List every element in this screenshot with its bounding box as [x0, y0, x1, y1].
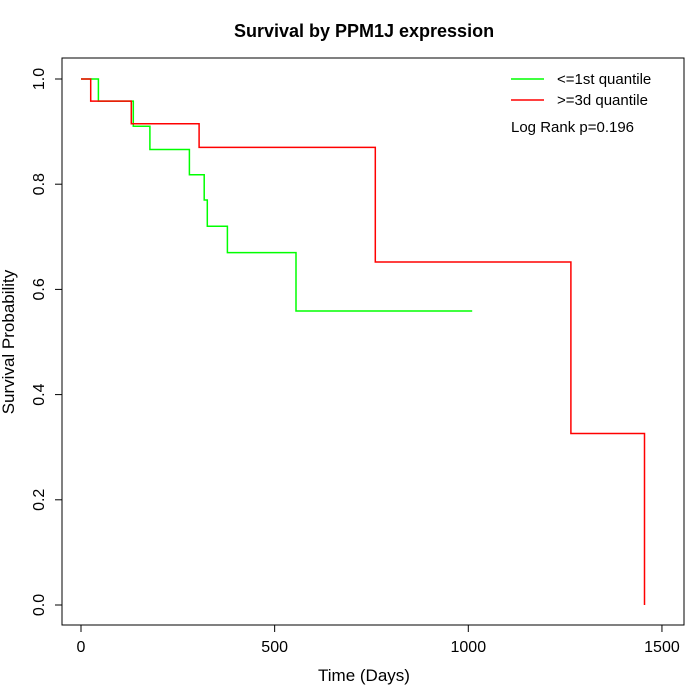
y-tick-label: 0.4: [31, 383, 48, 405]
y-tick-label: 0.8: [31, 173, 48, 195]
y-tick-label: 0.2: [31, 489, 48, 511]
y-axis: 0.0 0.2 0.4 0.6 0.8 1.0: [31, 68, 63, 616]
x-axis-label: Time (Days): [318, 666, 410, 685]
y-axis-label: Survival Probability: [0, 269, 18, 414]
x-tick-label: 500: [261, 639, 288, 656]
x-axis: 0 500 1000 1500: [77, 624, 680, 656]
x-tick-label: 1000: [451, 639, 487, 656]
x-tick-label: 0: [77, 639, 86, 656]
chart-title: Survival by PPM1J expression: [234, 21, 494, 41]
legend-label-1: <=1st quantile: [557, 71, 651, 88]
y-tick-label: 1.0: [31, 68, 48, 90]
y-tick-label: 0.6: [31, 278, 48, 300]
x-tick-label: 1500: [644, 639, 680, 656]
series-layer: [81, 78, 646, 605]
log-rank-annotation: Log Rank p=0.196: [511, 119, 634, 136]
legend-label-2: >=3d quantile: [557, 92, 648, 109]
legend: <=1st quantile >=3d quantile Log Rank p=…: [511, 71, 651, 136]
y-tick-label: 0.0: [31, 594, 48, 616]
survival-curve-2: [81, 78, 646, 605]
